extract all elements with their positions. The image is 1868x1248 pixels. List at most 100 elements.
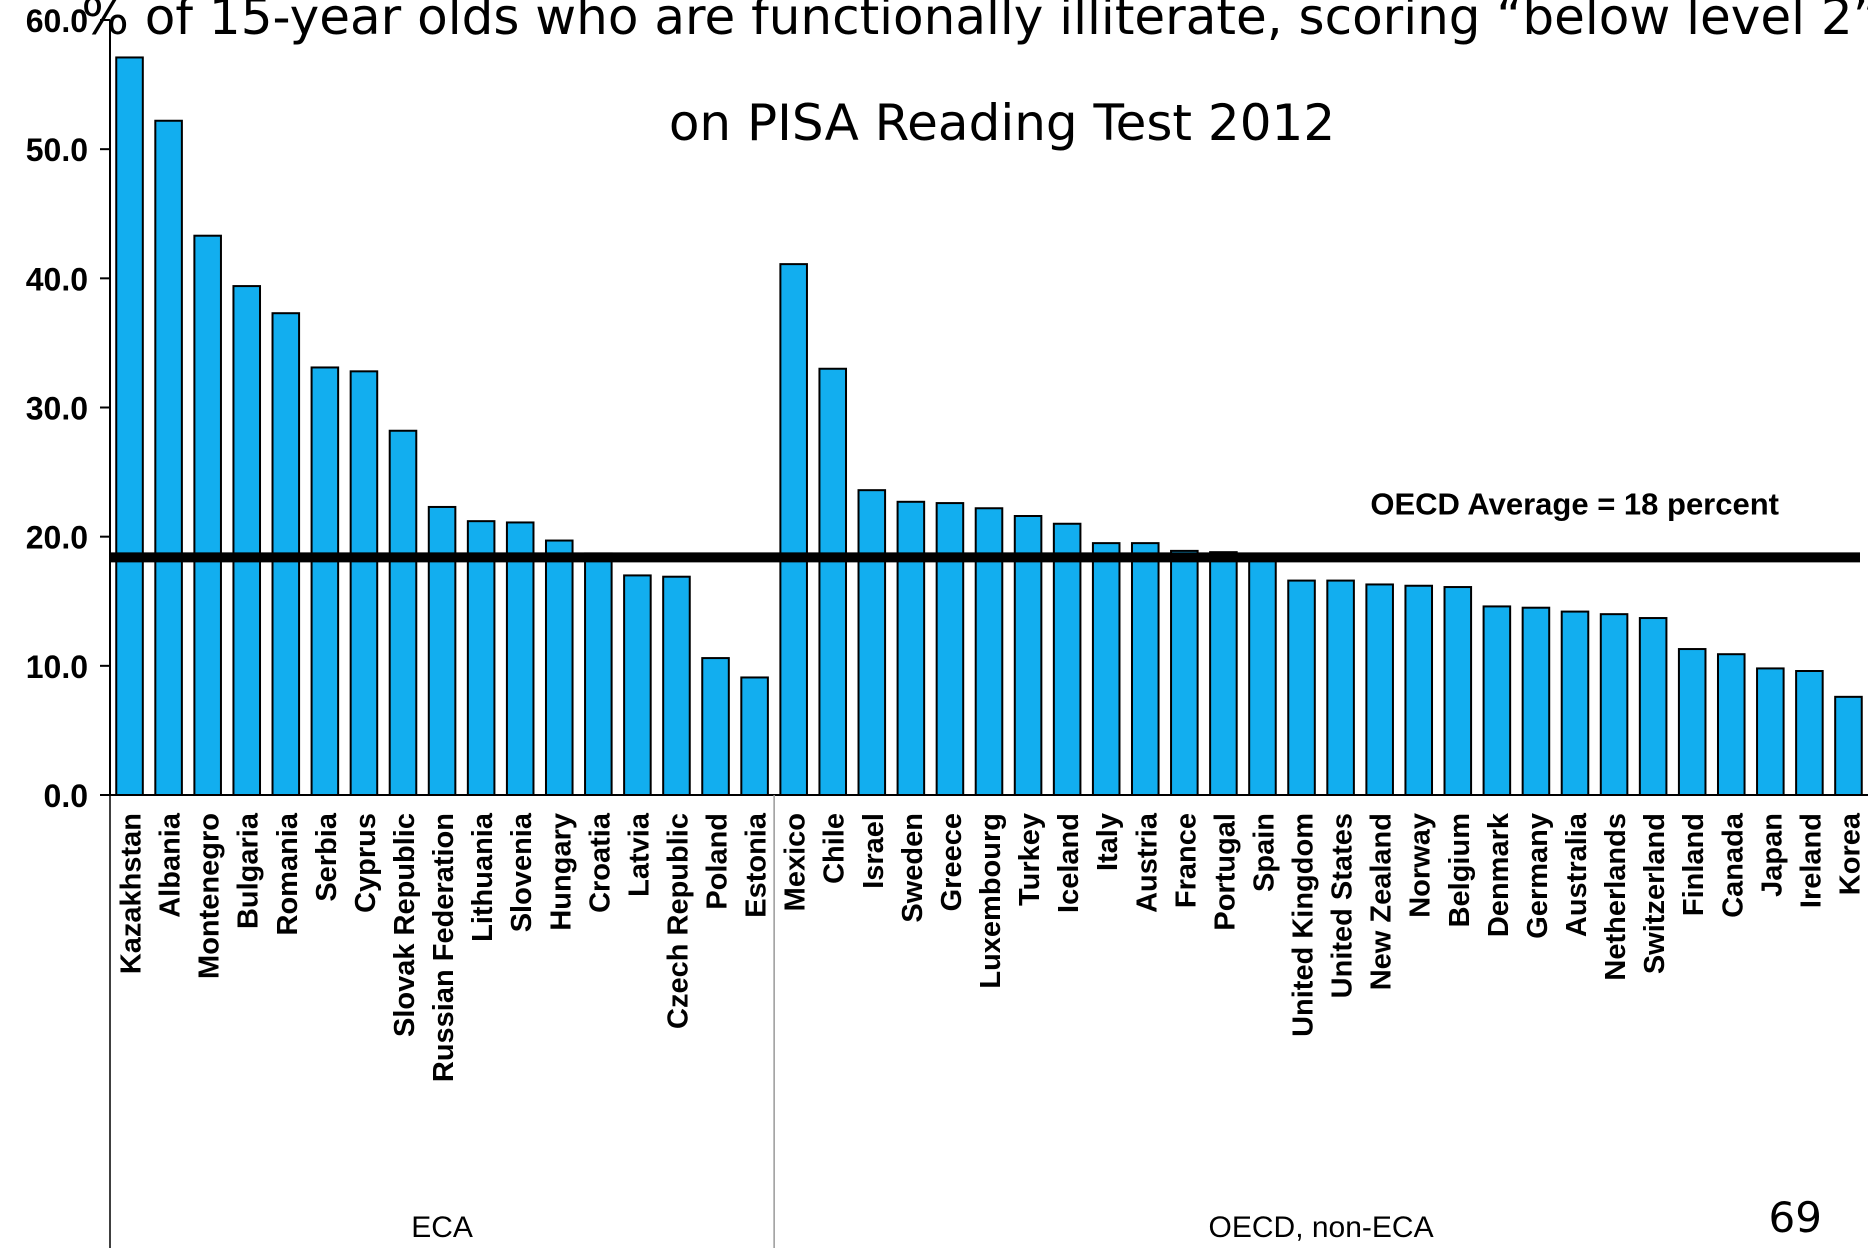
bars [115,56,1863,797]
x-tick-label: Cyprus [350,813,382,913]
x-tick-label: Portugal [1209,813,1241,931]
bar-chile [818,367,848,796]
bar-kazakhstan [115,56,144,797]
x-tick-label: Austria [1131,812,1163,913]
x-tick-label: Romania [272,812,304,935]
y-tick-label: 30.0 [26,391,88,427]
bar-sweden [896,500,926,796]
bar-iceland [1052,522,1082,796]
x-tick-label: Australia [1561,812,1593,937]
x-tick-label: Croatia [584,812,616,913]
x-tick-label: Norway [1405,813,1437,918]
bar-slovak-republic [388,429,418,796]
x-tick-label: Luxembourg [975,813,1007,989]
x-tick-label: Estonia [741,812,773,918]
bar-denmark [1482,605,1512,797]
bar-ireland [1795,670,1824,796]
bar-united-states [1326,579,1355,796]
x-tick-label: Russian Federation [428,813,460,1082]
page-number: 69 [1768,1193,1822,1242]
x-tick-label: Bulgaria [233,812,265,929]
x-tick-label: France [1170,813,1202,908]
x-tick-label: Lithuania [467,812,499,942]
x-tick-label: Canada [1717,812,1749,918]
bar-greece [935,502,965,796]
x-tick-label: Belgium [1444,813,1476,927]
x-tick-label: Ireland [1795,813,1827,908]
bar-spain [1248,557,1277,796]
bar-bulgaria [232,285,262,796]
x-tick-label: Slovenia [506,812,538,932]
x-tick-label: Albania [155,812,187,918]
x-tick-label: Germany [1522,813,1554,939]
x-tick-label: Latvia [623,812,655,897]
x-tick-label: Israel [858,813,890,889]
bar-serbia [310,366,340,796]
bar-croatia [584,552,613,796]
x-tick-label: United Kingdom [1288,813,1320,1037]
bar-norway [1404,584,1434,796]
y-tick-label: 10.0 [26,649,88,685]
x-tick-label: Czech Republic [662,813,694,1029]
x-tick-label: Poland [702,813,734,910]
bar-turkey [1013,515,1043,796]
x-tick-label: Netherlands [1600,813,1632,981]
x-tick-label: Mexico [780,813,812,911]
group-axis: ECA OECD, non-ECA [109,795,1434,1248]
y-tick-label: 50.0 [26,132,88,168]
bar-united-kingdom [1287,579,1316,796]
bar-luxembourg [974,507,1004,796]
bar-austria [1130,542,1160,796]
bar-switzerland [1638,617,1668,797]
bar-slovenia [505,521,535,796]
y-tick-label: 0.0 [44,778,88,814]
x-tick-label: Slovak Republic [389,813,421,1037]
chart-title-line-2: on PISA Reading Test 2012 [668,94,1336,152]
x-tick-label: Kazakhstan [116,813,148,974]
bar-australia [1560,610,1590,796]
x-tick-label: Montenegro [194,813,226,979]
x-tick-label: Turkey [1014,813,1046,906]
x-tick-label: Iceland [1053,813,1085,913]
bar-portugal [1209,551,1238,797]
bar-canada [1716,653,1746,796]
x-tick-label: Finland [1678,813,1710,916]
group-label: OECD, non-ECA [1209,1211,1434,1244]
group-label: ECA [411,1211,473,1244]
x-tick-label: Denmark [1483,812,1515,937]
y-tick-label: 20.0 [26,520,88,556]
x-tick-label: United States [1327,813,1359,998]
x-tick-label: Italy [1092,813,1124,871]
x-tick-label: Chile [819,813,851,884]
chart-title-line-1: % of 15-year olds who are functionally i… [81,0,1868,46]
x-tick-label: Switzerland [1639,813,1671,974]
bar-new-zealand [1365,583,1394,796]
bar-israel [857,489,887,796]
bar-germany [1521,606,1551,796]
x-tick-label: Hungary [545,813,577,931]
x-tick-label: New Zealand [1366,813,1398,990]
x-tick-label: Greece [936,813,968,911]
bar-estonia [740,676,769,796]
bar-mexico [779,263,808,796]
bar-hungary [544,539,574,797]
bar-albania [154,119,183,796]
bar-japan [1756,667,1785,797]
reference-line-group: OECD Average = 18 percent [110,486,1860,563]
x-tick-label: Korea [1834,812,1866,895]
y-axis: 0.0 10.0 20.0 30.0 40.0 50.0 60.0 [26,3,111,814]
bar-lithuania [466,520,496,797]
bar-korea [1834,695,1863,796]
x-tick-label: Sweden [897,813,929,923]
bar-poland [701,657,730,796]
bar-netherlands [1599,613,1629,797]
bar-france [1170,549,1199,796]
bar-belgium [1443,586,1473,797]
bar-montenegro [193,234,222,797]
x-axis: Kazakhstan Albania Montenegro Bulgaria Roman… [110,794,1868,1082]
bar-italy [1091,542,1121,796]
bar-czech-republic [662,575,691,796]
oecd-average-label: OECD Average = 18 percent [1370,486,1779,521]
